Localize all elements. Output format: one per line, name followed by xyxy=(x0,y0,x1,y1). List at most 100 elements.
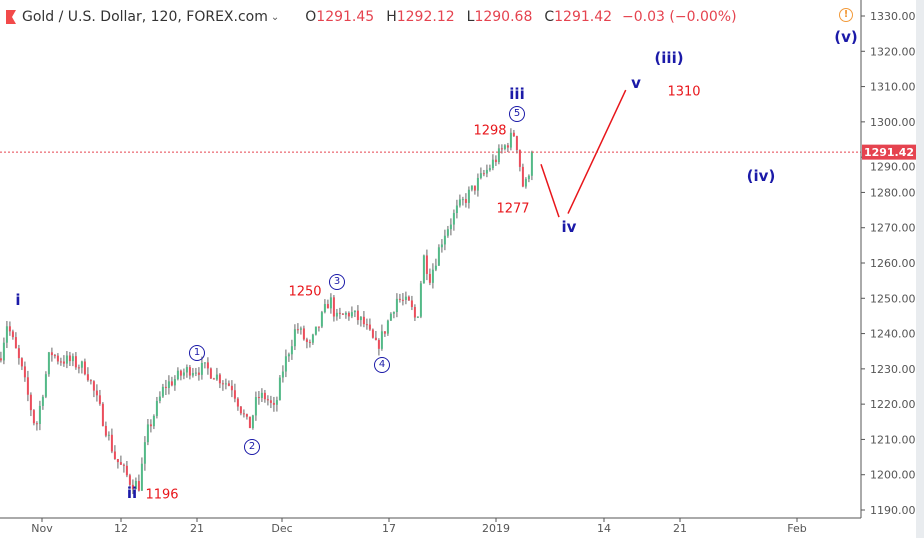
candle xyxy=(71,353,74,367)
candle xyxy=(326,299,329,309)
candle xyxy=(296,323,299,334)
candle xyxy=(104,421,107,438)
time-tick-label: 21 xyxy=(190,522,204,535)
candle xyxy=(305,337,308,349)
scrollbar[interactable] xyxy=(916,0,924,538)
candle xyxy=(512,129,515,137)
candle xyxy=(50,347,53,362)
price-axis[interactable]: 1330.00 1320.00 1310.00 1300.00 1290.00 1280.… xyxy=(861,10,916,517)
exclamation-circle-icon[interactable]: ! xyxy=(839,8,853,22)
candle xyxy=(374,330,377,341)
candle xyxy=(0,351,2,363)
candle xyxy=(338,307,341,319)
wave-ii-label: ii xyxy=(126,484,138,502)
candle xyxy=(263,389,266,403)
wave-2-circle: 2 xyxy=(244,439,260,455)
candle xyxy=(467,186,470,209)
candle xyxy=(323,299,326,314)
time-tick-label: Dec xyxy=(271,522,292,535)
candle xyxy=(143,436,146,471)
price-tick-label: 1210.00 xyxy=(870,433,916,446)
time-tick-label: Feb xyxy=(787,522,806,535)
price-tick-label: 1190.00 xyxy=(870,504,916,517)
candle xyxy=(113,445,116,460)
candle xyxy=(218,373,221,389)
candle xyxy=(344,311,347,319)
wave-5-circle: 5 xyxy=(509,106,525,122)
candle xyxy=(317,326,320,332)
candle xyxy=(68,351,71,366)
candle xyxy=(437,244,440,266)
candle xyxy=(260,388,263,403)
candle xyxy=(188,364,191,380)
candle xyxy=(5,320,8,349)
projection-leg-iv xyxy=(540,163,560,218)
candle xyxy=(20,357,23,371)
candle xyxy=(281,365,284,383)
wave-iii-label: iii xyxy=(509,85,525,103)
candle xyxy=(119,455,122,465)
projection-lines xyxy=(540,89,627,218)
candles xyxy=(0,128,533,495)
candle xyxy=(11,329,14,340)
chevron-down-icon[interactable]: ⌄ xyxy=(270,11,280,23)
candle xyxy=(272,396,275,412)
candle xyxy=(149,419,152,433)
candle xyxy=(356,305,359,325)
candle xyxy=(371,328,374,339)
candle xyxy=(74,352,77,370)
candle xyxy=(299,326,302,335)
high-value: 1292.12 xyxy=(396,9,455,25)
wave-i-label: i xyxy=(15,291,21,309)
candle xyxy=(266,395,269,406)
symbol-title[interactable]: Gold / U.S. Dollar, 120, FOREX.com xyxy=(22,9,268,25)
candle xyxy=(368,318,371,331)
price-tick-label: 1320.00 xyxy=(870,45,916,58)
candle xyxy=(443,229,446,251)
candle xyxy=(446,225,449,238)
candle xyxy=(194,367,197,377)
candle xyxy=(311,333,314,345)
candle xyxy=(242,409,245,418)
candle xyxy=(359,316,362,327)
candle xyxy=(527,174,530,183)
candle xyxy=(146,418,149,446)
candle xyxy=(41,394,44,410)
candle xyxy=(233,383,236,403)
candle xyxy=(461,196,464,206)
candle xyxy=(26,370,29,402)
candle xyxy=(122,463,125,473)
candle xyxy=(248,416,251,429)
price-1250-label: 1250 xyxy=(288,284,322,300)
price-tick-label: 1240.00 xyxy=(870,328,916,341)
candle xyxy=(17,344,20,365)
candle xyxy=(212,377,215,380)
candle xyxy=(332,295,335,322)
low-value: 1290.68 xyxy=(474,9,533,25)
candle xyxy=(401,293,404,306)
candle xyxy=(383,331,386,337)
candle xyxy=(110,428,113,454)
candle xyxy=(161,383,164,398)
candle xyxy=(521,163,524,188)
time-axis[interactable]: Nov 12 21 Dec 17 2019 14 21 Feb xyxy=(31,518,807,535)
price-1298-label: 1298 xyxy=(473,123,507,139)
candle xyxy=(470,185,473,192)
candle xyxy=(434,258,437,272)
candle xyxy=(386,319,389,336)
candle xyxy=(47,351,50,377)
candle xyxy=(503,144,506,151)
candle xyxy=(335,308,338,321)
wave-1-circle: 1 xyxy=(189,345,205,361)
candle xyxy=(185,364,188,378)
candle xyxy=(59,357,62,366)
candle xyxy=(92,380,95,398)
candle xyxy=(203,362,206,369)
price-tick-label: 1250.00 xyxy=(870,292,916,305)
candle xyxy=(53,353,56,359)
candle xyxy=(347,311,350,321)
candle xyxy=(101,402,104,427)
candle xyxy=(179,369,182,381)
time-tick-label: 21 xyxy=(673,522,687,535)
